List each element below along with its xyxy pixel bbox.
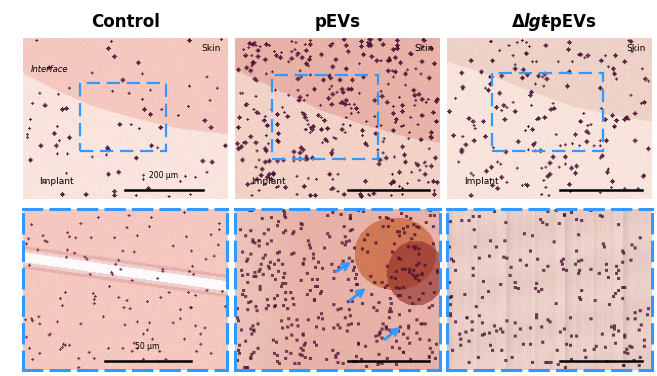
Text: Control: Control (91, 13, 160, 31)
Text: Implant: Implant (252, 177, 286, 186)
Text: Implant: Implant (39, 177, 74, 186)
Text: 50 μm: 50 μm (135, 342, 160, 351)
Text: Implant: Implant (464, 177, 499, 186)
Text: lgt: lgt (523, 13, 549, 31)
Text: Skin: Skin (202, 44, 221, 53)
Text: -pEVs: -pEVs (543, 13, 596, 31)
Text: Interface: Interface (31, 65, 69, 74)
Text: Δ: Δ (511, 13, 524, 31)
Text: Skin: Skin (626, 44, 646, 53)
Text: 200 μm: 200 μm (149, 171, 179, 180)
Text: Skin: Skin (414, 44, 434, 53)
Text: pEVs: pEVs (314, 13, 361, 31)
